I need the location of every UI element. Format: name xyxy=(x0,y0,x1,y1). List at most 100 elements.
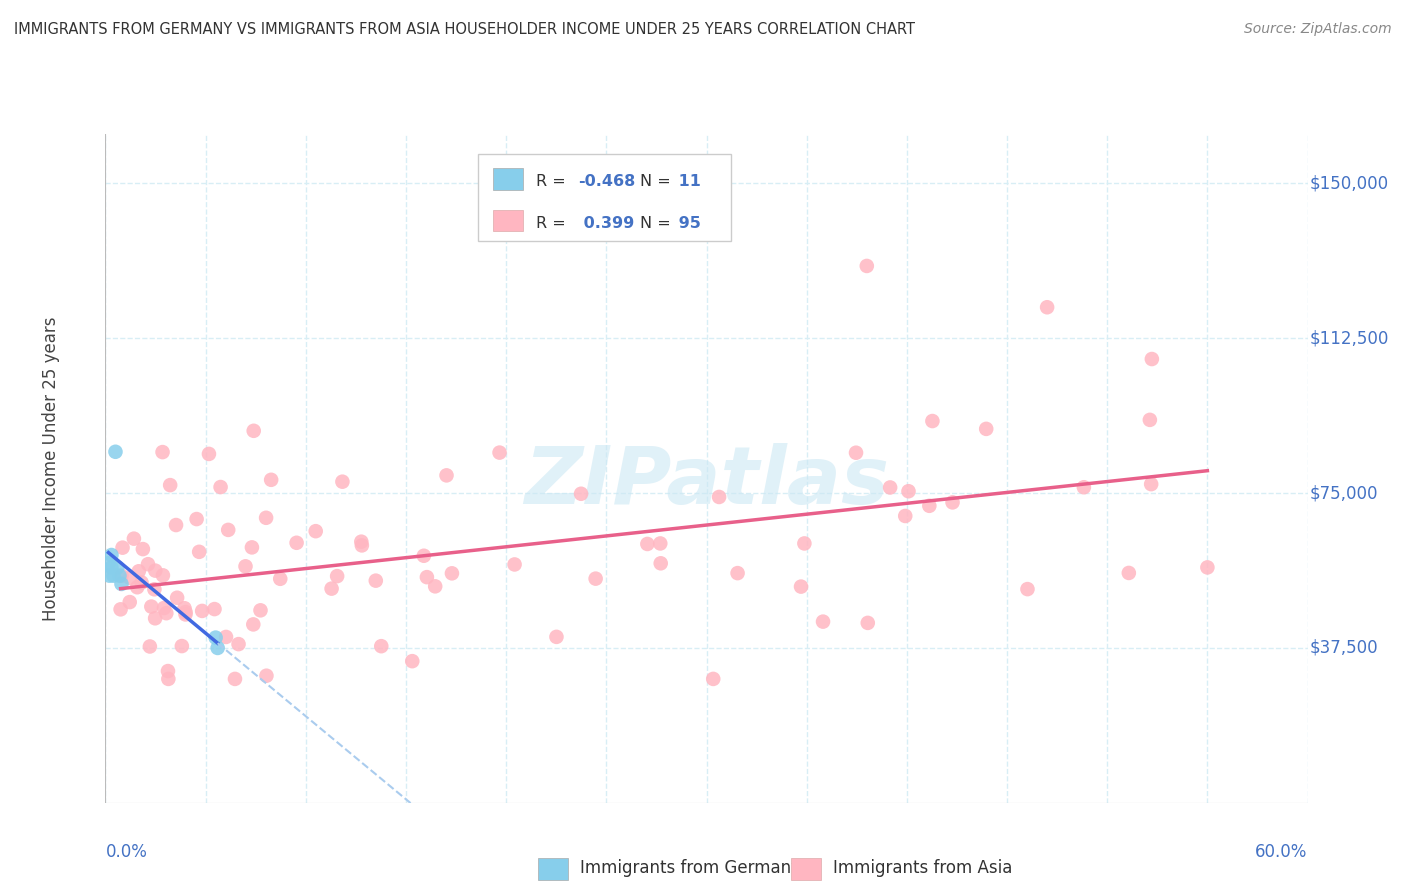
Point xyxy=(166,591,188,605)
Text: ZIPatlas: ZIPatlas xyxy=(524,442,889,521)
Point xyxy=(425,579,447,593)
Point xyxy=(215,630,238,644)
Point xyxy=(503,558,526,572)
Point xyxy=(256,669,278,683)
FancyBboxPatch shape xyxy=(492,168,523,190)
Point xyxy=(155,606,177,620)
Text: Immigrants from Asia: Immigrants from Asia xyxy=(832,859,1012,878)
Point xyxy=(191,604,214,618)
Point xyxy=(269,572,291,586)
Point xyxy=(585,572,607,586)
Point xyxy=(918,499,941,513)
Point xyxy=(790,580,813,594)
Point xyxy=(159,478,181,492)
Text: Immigrants from Germany: Immigrants from Germany xyxy=(581,859,801,878)
Point xyxy=(100,548,122,562)
Point xyxy=(110,568,132,582)
Point xyxy=(941,495,963,509)
Point xyxy=(110,602,132,616)
Point xyxy=(152,568,174,582)
Point xyxy=(412,549,434,563)
Point xyxy=(727,566,749,581)
Text: 60.0%: 60.0% xyxy=(1256,843,1308,861)
FancyBboxPatch shape xyxy=(492,210,523,232)
Text: 95: 95 xyxy=(673,216,700,231)
Point xyxy=(173,601,195,615)
Point xyxy=(1140,477,1163,491)
Point xyxy=(254,510,277,524)
Point xyxy=(188,545,211,559)
Text: $150,000: $150,000 xyxy=(1310,174,1389,193)
Point xyxy=(224,672,246,686)
Point xyxy=(136,558,159,572)
FancyBboxPatch shape xyxy=(790,858,821,880)
FancyBboxPatch shape xyxy=(538,858,568,880)
Point xyxy=(416,570,439,584)
Point xyxy=(242,424,264,438)
Point xyxy=(845,446,868,460)
Point xyxy=(260,473,283,487)
Point xyxy=(165,518,187,533)
Point xyxy=(285,536,308,550)
Point xyxy=(107,560,129,574)
FancyBboxPatch shape xyxy=(478,154,731,241)
Point xyxy=(207,640,229,655)
Point xyxy=(217,523,239,537)
Point xyxy=(170,639,193,653)
Text: N =: N = xyxy=(640,174,676,189)
Point xyxy=(143,564,166,578)
Point xyxy=(326,569,349,583)
Point xyxy=(131,575,153,590)
Point xyxy=(488,445,510,459)
Text: $75,000: $75,000 xyxy=(1310,484,1378,502)
Text: IMMIGRANTS FROM GERMANY VS IMMIGRANTS FROM ASIA HOUSEHOLDER INCOME UNDER 25 YEAR: IMMIGRANTS FROM GERMANY VS IMMIGRANTS FR… xyxy=(14,22,915,37)
Point xyxy=(110,577,132,591)
Point xyxy=(228,637,250,651)
Point xyxy=(153,601,176,615)
Point xyxy=(440,566,463,581)
Point xyxy=(650,536,672,550)
Point xyxy=(546,630,568,644)
Point xyxy=(1017,582,1039,596)
Point xyxy=(174,607,197,622)
Text: Source: ZipAtlas.com: Source: ZipAtlas.com xyxy=(1244,22,1392,37)
Point xyxy=(401,654,423,668)
Point xyxy=(174,605,197,619)
Point xyxy=(156,664,179,678)
Point xyxy=(103,568,125,582)
Point xyxy=(104,444,127,458)
Point xyxy=(1118,566,1140,580)
Point xyxy=(118,571,141,585)
Point xyxy=(98,568,121,582)
Point xyxy=(118,595,141,609)
Text: 11: 11 xyxy=(673,174,700,189)
Point xyxy=(1073,480,1095,494)
Text: 0.399: 0.399 xyxy=(578,216,634,231)
Point xyxy=(240,541,263,555)
Point xyxy=(879,480,901,494)
Point xyxy=(811,615,834,629)
Text: Householder Income Under 25 years: Householder Income Under 25 years xyxy=(42,316,60,621)
Point xyxy=(921,414,943,428)
Point xyxy=(974,422,997,436)
Point xyxy=(321,582,343,596)
Point xyxy=(1197,560,1219,574)
Point xyxy=(370,639,392,653)
Point xyxy=(97,556,120,570)
Point xyxy=(569,487,592,501)
Point xyxy=(897,484,920,499)
Point xyxy=(636,537,658,551)
Text: $37,500: $37,500 xyxy=(1310,639,1379,657)
Point xyxy=(235,559,257,574)
Point xyxy=(894,508,917,523)
Point xyxy=(122,532,145,546)
Point xyxy=(186,512,208,526)
Point xyxy=(249,603,271,617)
Text: $112,500: $112,500 xyxy=(1310,329,1389,347)
Point xyxy=(157,672,180,686)
Point xyxy=(143,611,166,625)
Text: R =: R = xyxy=(536,174,571,189)
Text: N =: N = xyxy=(640,216,676,231)
Point xyxy=(793,536,815,550)
Point xyxy=(364,574,387,588)
